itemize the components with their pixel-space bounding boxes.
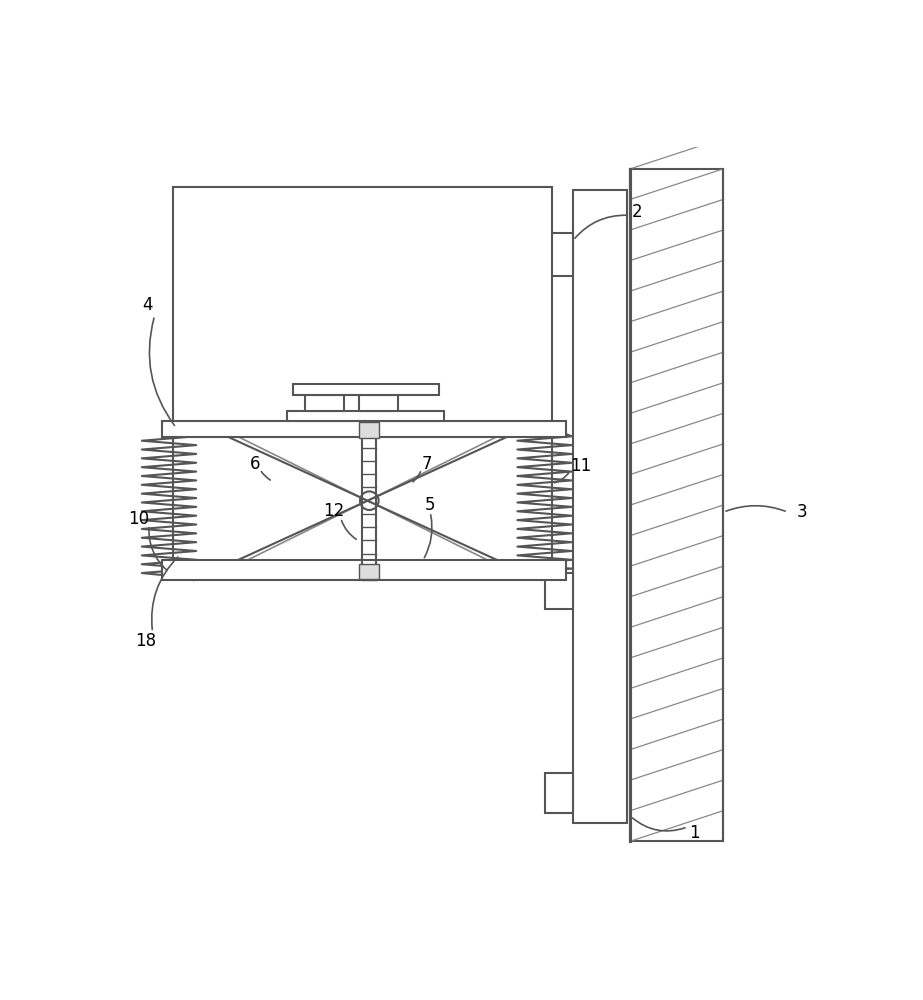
Bar xyxy=(630,169,724,841)
Text: 7: 7 xyxy=(421,455,432,473)
Bar xyxy=(359,564,379,579)
Text: 1: 1 xyxy=(689,824,701,842)
Bar xyxy=(305,395,344,411)
Text: 4: 4 xyxy=(142,296,153,314)
Bar xyxy=(287,411,444,421)
Text: 3: 3 xyxy=(797,503,808,521)
Text: 10: 10 xyxy=(127,510,149,528)
Bar xyxy=(573,190,627,823)
Bar xyxy=(545,233,573,276)
Text: 5: 5 xyxy=(425,496,436,514)
Text: 6: 6 xyxy=(249,455,260,473)
Bar xyxy=(293,384,439,395)
Text: 2: 2 xyxy=(632,203,643,221)
Bar xyxy=(545,573,573,609)
Bar xyxy=(359,422,379,438)
Text: 11: 11 xyxy=(569,457,591,475)
Bar xyxy=(162,421,566,437)
Bar xyxy=(173,187,552,562)
Text: 18: 18 xyxy=(135,632,156,650)
Bar xyxy=(162,560,566,580)
Bar xyxy=(358,395,398,411)
Bar xyxy=(545,773,573,813)
Text: 12: 12 xyxy=(323,502,344,520)
